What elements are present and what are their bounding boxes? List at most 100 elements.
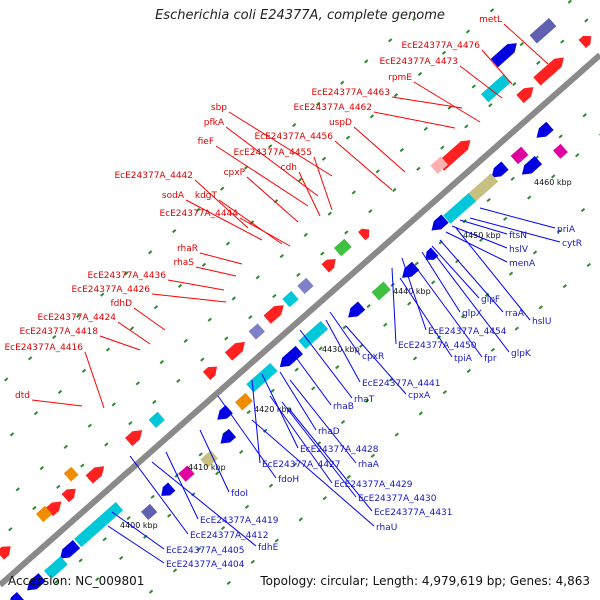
tick-mark — [311, 386, 316, 391]
tick-mark — [298, 517, 303, 522]
gene-label-hslu: hslU — [532, 317, 551, 327]
leader-rraa — [439, 239, 504, 313]
tick-mark — [246, 409, 251, 415]
tick-mark — [369, 114, 375, 119]
leader-glpf — [431, 245, 480, 299]
leader-ece24377a-4444 — [239, 217, 291, 247]
tick-mark — [418, 411, 423, 416]
tick-mark — [268, 483, 274, 488]
scale-label-4400-kbp: 4400 kbp — [120, 521, 158, 530]
tick-mark — [191, 492, 196, 497]
tick-mark — [239, 449, 244, 455]
tick-mark — [560, 39, 565, 44]
gene-label-rhat: rhaT — [354, 395, 375, 405]
tick-mark — [431, 280, 436, 285]
leader-fdhd — [133, 307, 166, 331]
tick-mark — [224, 336, 229, 341]
gene-feature — [279, 345, 303, 368]
tick-mark — [100, 292, 105, 297]
gene-label-ece24377a-4418: EcE24377A_4418 — [19, 327, 98, 337]
tick-mark — [215, 471, 220, 476]
gene-feature — [59, 539, 81, 559]
tick-mark — [268, 144, 273, 149]
leader-ece24377a-4428 — [261, 373, 299, 449]
tick-mark — [196, 207, 201, 212]
tick-mark — [447, 105, 452, 110]
tick-mark — [460, 313, 466, 319]
gene-feature — [516, 87, 534, 104]
gene-label-cdh: cdh — [281, 163, 297, 173]
tick-mark — [124, 271, 129, 276]
gene-label-fpr: fpr — [484, 354, 497, 364]
gene-label-ece24377a-4412: EcE24377A_4412 — [190, 531, 269, 541]
gene-label-rhad: rhaD — [318, 427, 340, 437]
tick-mark — [512, 81, 517, 87]
leader-ece24377a-4404 — [107, 525, 165, 564]
leader-dtd — [31, 399, 83, 407]
tick-mark — [201, 262, 207, 267]
gene-feature — [224, 341, 246, 361]
leader-pfka — [225, 126, 319, 197]
tick-mark — [399, 148, 404, 153]
gene-label-metl: metL — [479, 15, 502, 25]
tick-mark — [111, 402, 116, 407]
gene-label-fdoi: fdoI — [231, 489, 248, 499]
leader-fdoi — [199, 429, 230, 493]
tick-mark — [231, 296, 236, 301]
tick-mark — [370, 453, 375, 458]
tick-mark — [351, 190, 356, 195]
tick-mark — [423, 126, 428, 131]
gene-feature — [8, 592, 25, 600]
tick-mark — [80, 463, 85, 468]
gene-feature — [333, 238, 352, 257]
tick-mark — [279, 254, 284, 259]
tick-mark — [392, 187, 397, 193]
gene-label-ece24377a-4430: EcE24377A_4430 — [358, 494, 437, 504]
tick-mark — [388, 38, 393, 43]
gene-label-ece24377a-4416: EcE24377A_4416 — [4, 343, 83, 353]
leader-fpr — [417, 269, 483, 358]
tick-mark — [255, 275, 260, 280]
leader-ftsn — [459, 219, 508, 235]
gene-label-ece24377a-4428: EcE24377A_4428 — [300, 445, 379, 455]
leader-soda — [185, 199, 263, 241]
gene-feature — [348, 301, 366, 318]
leader-ece24377a-4436 — [167, 279, 225, 291]
gene-label-ece24377a-4455: EcE24377A_4455 — [233, 148, 312, 158]
leader-sbp — [228, 111, 333, 177]
gene-feature — [443, 193, 476, 224]
scale-label-4430-kbp: 4430 kbp — [322, 345, 360, 354]
gene-label-rraa: rraA — [505, 309, 525, 319]
tick-mark — [510, 176, 515, 181]
tick-mark — [220, 525, 226, 531]
tick-mark — [56, 484, 61, 489]
tick-mark — [465, 29, 471, 34]
gene-label-ece24377a-4441: EcE24377A_4441 — [362, 379, 441, 389]
tick-mark — [471, 84, 476, 89]
tick-mark — [104, 442, 109, 447]
gene-label-dtd: dtd — [15, 391, 30, 401]
gene-label-ece24377a-4429: EcE24377A_4429 — [334, 480, 413, 490]
leader-fdhe — [151, 461, 257, 547]
gene-label-rhaa: rhaA — [358, 460, 380, 470]
gene-label-ece24377a-4431: EcE24377A_4431 — [374, 508, 453, 518]
gene-label-rhas: rhaS — [174, 258, 195, 268]
gene-feature — [45, 501, 62, 517]
tick-mark — [442, 390, 447, 395]
tick-mark — [297, 177, 303, 183]
tick-mark — [15, 487, 20, 492]
gene-feature — [74, 520, 103, 548]
gene-label-ece24377a-4424: EcE24377A_4424 — [37, 313, 116, 323]
leader-kdgt — [218, 199, 283, 245]
leader-cpxp — [246, 176, 299, 223]
tick-mark — [558, 134, 563, 139]
tick-mark — [148, 589, 154, 594]
leader-uspd — [353, 126, 406, 173]
leader-cdh — [298, 171, 321, 217]
gene-label-glpk: glpK — [511, 349, 532, 359]
leader-mena — [445, 231, 508, 263]
leader-ece24377a-4426 — [151, 293, 227, 303]
gene-feature — [140, 503, 158, 521]
tick-mark — [196, 547, 202, 552]
gene-feature — [85, 466, 105, 484]
